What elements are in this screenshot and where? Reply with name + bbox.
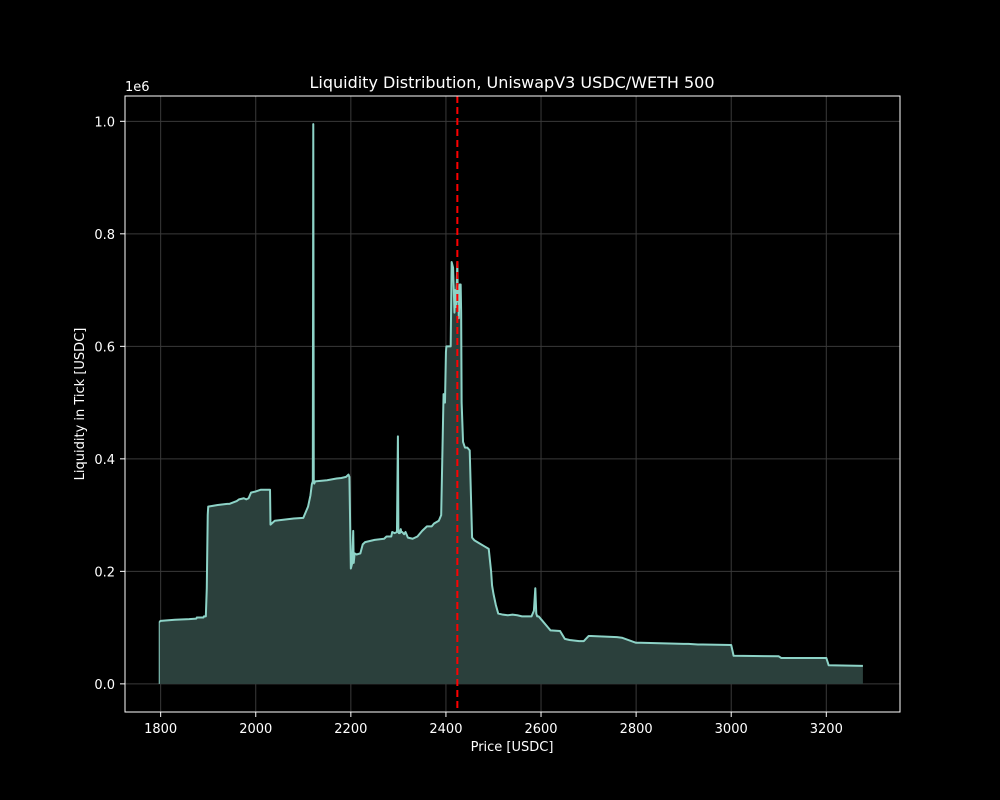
y-tick-label: 0.4 [94,453,115,468]
x-tick-label: 3000 [715,722,748,737]
data-series [158,123,863,684]
y-tick-label: 1.0 [94,115,115,130]
y-axis-offset-label: 1e6 [125,80,150,95]
y-tick-label: 0.0 [94,678,115,693]
plot-frame [124,95,901,713]
liquidity-area [159,124,863,684]
x-tick-label: 3200 [810,722,843,737]
x-tick-label: 2800 [620,722,653,737]
x-tick-label: 2200 [334,722,367,737]
liquidity-line [158,123,863,667]
x-tick-label: 1800 [144,722,177,737]
chart-title: Liquidity Distribution, UniswapV3 USDC/W… [309,73,714,92]
y-tick-label: 0.6 [94,340,115,355]
x-tick-label: 2000 [239,722,272,737]
grid [125,96,900,712]
x-axis-label: Price [USDC] [471,740,554,755]
ticks: 1800 2000 2200 2400 2600 2800 3000 3200 0.0 0.2 0.… [94,115,843,737]
y-tick-label: 0.2 [94,565,115,580]
x-tick-label: 2400 [429,722,462,737]
y-tick-label: 0.8 [94,228,115,243]
y-axis-label: Liquidity in Tick [USDC] [73,328,88,481]
x-tick-label: 2600 [524,722,557,737]
